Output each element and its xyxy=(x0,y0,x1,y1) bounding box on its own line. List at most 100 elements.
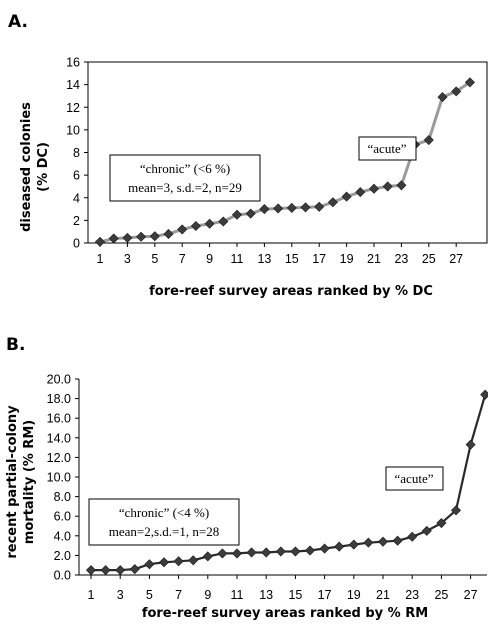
chart-b-xtick-label: 27 xyxy=(464,588,478,602)
chart-a-point xyxy=(245,208,256,219)
chart-a-point xyxy=(218,216,229,227)
chart-b-xtick-label: 3 xyxy=(117,588,124,602)
chart-a-point xyxy=(94,236,106,247)
chart-b-xtick-label: 5 xyxy=(146,588,153,602)
chart-b-xtick-label: 15 xyxy=(288,588,302,602)
chart-a-xtick-label: 13 xyxy=(257,252,271,266)
chart-b-ytick-label: 4.0 xyxy=(54,529,71,543)
chart-a-point xyxy=(273,203,284,214)
chronic-box-a: “chronic” (<6 %) mean=3, s.d.=2, n=29 xyxy=(109,154,261,202)
chart-b-xlabel: fore-reef survey areas ranked by % RM xyxy=(142,606,428,621)
chart-a-point xyxy=(396,180,407,191)
chart-b-point xyxy=(319,543,330,554)
chart-b-point xyxy=(480,389,488,400)
chart-a-xtick-label: 15 xyxy=(285,252,299,266)
chart-b-point xyxy=(144,559,155,570)
chart-b-point xyxy=(334,541,345,552)
chart-b-point xyxy=(275,546,286,557)
chart-a-ytick-label: 16 xyxy=(66,56,80,70)
chart-a-ytick-label: 14 xyxy=(66,78,80,92)
panel-a-label: A. xyxy=(8,12,28,32)
chart-b-point xyxy=(231,548,243,559)
chart-a-ytick-label: 4 xyxy=(73,191,80,205)
chart-a-ylabel-line-2: (% DC) xyxy=(36,142,51,192)
panel-b-label: B. xyxy=(6,335,25,355)
chart-a-point xyxy=(231,209,243,220)
chart-a-xtick-label: 1 xyxy=(97,252,104,266)
chart-b-xtick-label: 19 xyxy=(347,588,361,602)
acute-box-a-frame xyxy=(358,136,417,161)
chart-a-ytick-label: 6 xyxy=(73,169,80,183)
chart-b-xtick-label: 13 xyxy=(259,588,273,602)
chart-b-ytick-label: 8.0 xyxy=(54,490,71,504)
chart-a-xtick-label: 19 xyxy=(340,252,354,266)
chart-a-point xyxy=(437,92,448,103)
chart-b-ytick-label: 12.0 xyxy=(47,451,71,465)
chronic-box-a-stats: mean=3, s.d.=2, n=29 xyxy=(128,180,242,195)
chart-a-point xyxy=(327,197,338,208)
acute-box-b-frame xyxy=(385,466,444,491)
chronic-box-b-title: “chronic” (<4 %) xyxy=(119,505,209,520)
chart-b-point xyxy=(100,565,111,576)
chart-a-xtick-label: 25 xyxy=(422,252,436,266)
chart-b-point xyxy=(392,535,403,546)
chart-b-series-line xyxy=(91,394,487,572)
chart-b-point xyxy=(115,565,126,576)
chart-a-point xyxy=(149,231,160,242)
chart-a-point xyxy=(136,231,147,242)
chronic-box-a-title: “chronic” (<6 %) xyxy=(140,161,230,176)
chart-a-ylabel-line-1: diseased colonies xyxy=(19,102,34,232)
chart-b-point xyxy=(304,545,316,556)
chart-a-ytick-label: 2 xyxy=(73,214,80,228)
chart-a-xtick-label: 21 xyxy=(367,252,381,266)
chart-a-xtick-label: 3 xyxy=(124,252,131,266)
chart-b-point xyxy=(407,531,418,542)
chart-b-ytick-label: 2.0 xyxy=(54,549,71,563)
chart-b-xtick-label: 11 xyxy=(231,588,244,602)
chart-b-point xyxy=(363,537,374,548)
chart-b-xtick-label: 9 xyxy=(204,588,211,602)
chart-b-ylabel-line-1: recent partial-colony xyxy=(5,405,20,559)
chart-b-point xyxy=(465,439,476,450)
chart-b-point xyxy=(188,555,199,566)
chart-b-point xyxy=(348,539,359,550)
chart-b-point xyxy=(261,547,272,558)
chart-a-point xyxy=(382,181,393,192)
chronic-box-b: “chronic” (<4 %) mean=2,s.d.=1, n=28 xyxy=(88,498,240,546)
acute-box-a: “acute” xyxy=(358,136,417,161)
chart-b-xtick-label: 23 xyxy=(405,588,419,602)
chart-a-point xyxy=(300,202,311,213)
chart-a-xtick-label: 23 xyxy=(394,252,408,266)
chart-a-point xyxy=(423,135,434,146)
chart-b-xtick-label: 7 xyxy=(175,588,182,602)
chart-b-point xyxy=(377,536,389,547)
chart-a-ylabel: diseased colonies (% DC) xyxy=(19,102,51,232)
chart-b-point xyxy=(421,525,432,536)
acute-box-a-label: “acute” xyxy=(368,141,407,156)
chart-b: 0.0 2.0 4.0 6.0 8.0 10.0 12.0 14.0 16.0 18.0 20.0 1… xyxy=(47,373,488,602)
chart-b-ytick-label: 6.0 xyxy=(54,510,71,524)
chart-a-series-line xyxy=(99,81,471,244)
chart-a-point xyxy=(163,228,174,239)
chart-b-ytick-label: 10.0 xyxy=(47,471,71,485)
chart-a-xtick-label: 27 xyxy=(449,252,463,266)
chronic-box-b-stats: mean=2,s.d.=1, n=28 xyxy=(109,524,219,539)
chart-a-xlabel: fore-reef survey areas ranked by % DC xyxy=(149,284,433,299)
chart-a-xtick-label: 7 xyxy=(179,252,186,266)
chart-a-ytick-label: 8 xyxy=(73,146,80,160)
chart-b-ytick-label: 20.0 xyxy=(47,373,71,387)
chart-a-plot-frame xyxy=(87,61,488,244)
chart-b-point xyxy=(217,548,228,559)
chart-b-xtick-label: 17 xyxy=(318,588,332,602)
acute-box-b-label: “acute” xyxy=(395,471,434,486)
chart-a-ytick-label: 10 xyxy=(66,123,80,137)
chart-a-point xyxy=(108,233,119,244)
chart-b-point xyxy=(173,556,184,567)
panel-b: B. 0.0 2.0 4.0 6.0 8.0 10.0 12.0 14.0 16.0 18.0 20… xyxy=(5,335,488,621)
chart-a-ytick-label: 12 xyxy=(66,101,80,115)
chart-a-point xyxy=(355,187,366,198)
chart-a-xtick-label: 11 xyxy=(231,252,244,266)
